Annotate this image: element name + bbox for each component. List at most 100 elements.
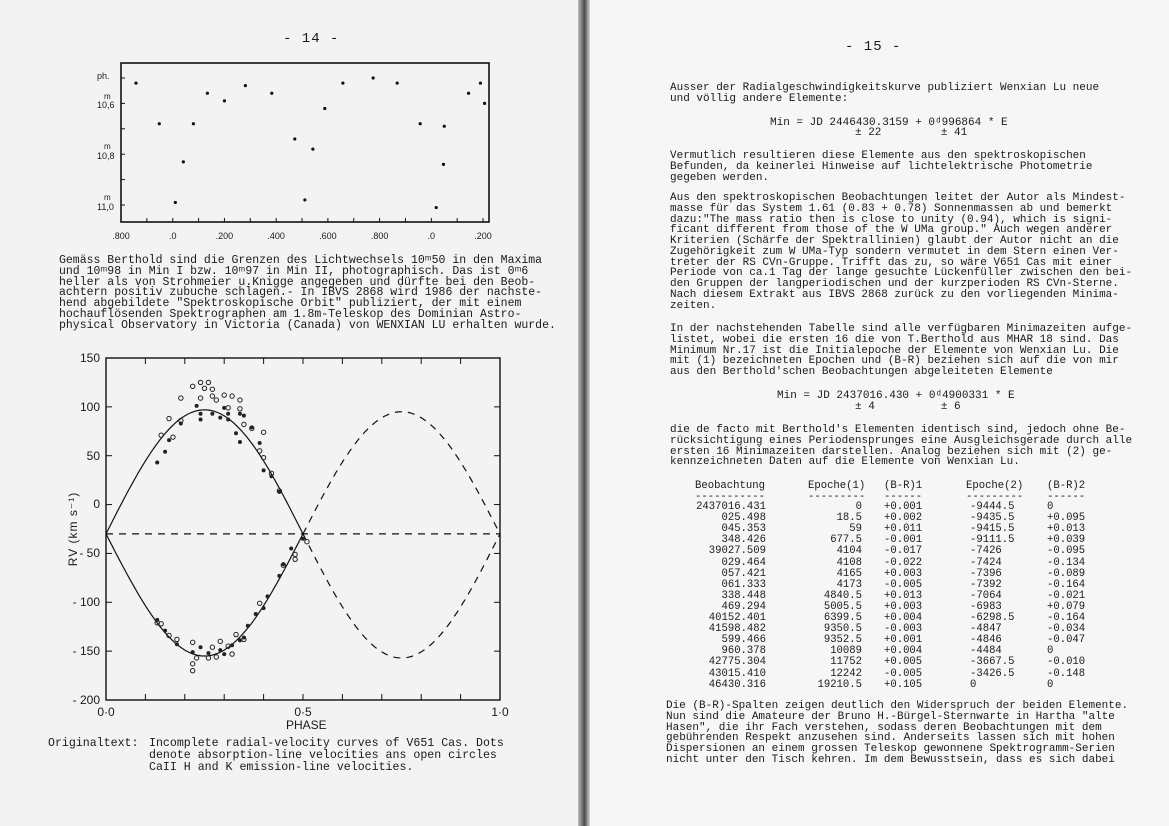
table-cell: 0 (1047, 501, 1054, 513)
x-tick-label: .800 (370, 230, 389, 241)
text-line: Ausser der Radialgeschwindigkeitskurve p… (670, 82, 1100, 94)
emission-open-circle (197, 395, 204, 401)
y-tick-label: 150 (79, 350, 100, 365)
table-cell: 4173 (836, 578, 862, 591)
text-line: Incomplete radial-velocity curves of V65… (149, 737, 504, 750)
table-cell: -0.003 (884, 623, 923, 636)
table-cell: --------- (966, 491, 1024, 503)
absorption-dot (253, 612, 258, 617)
table-cell: 5005.5 (823, 600, 862, 613)
absorption-dot (198, 645, 203, 650)
y-tick-label: 10,6 (97, 100, 115, 110)
light-curve-point (371, 76, 375, 80)
paragraph-4: In der nachstehenden Tabelle sind alle v… (670, 324, 1132, 378)
absorption-dot (289, 546, 294, 551)
absorption-dot (226, 417, 231, 422)
absorption-dot (245, 623, 250, 628)
x-tick-label: 1·0 (491, 704, 509, 719)
absorption-dot (218, 648, 223, 653)
table-cell: -3426.5 (970, 667, 1015, 680)
text-line: physical Observatory in Victoria (Canada… (59, 318, 556, 332)
x-tick-label: .600 (319, 230, 337, 241)
text-line: und 10ᵐ98 in Min I bzw. 10ᵐ97 in Min II,… (59, 264, 529, 278)
absorption-dot (261, 606, 266, 611)
emission-open-circle (166, 632, 172, 639)
table-cell: -0.134 (1047, 556, 1086, 569)
page-number-left: - 14 - (283, 31, 340, 47)
emission-open-circle (241, 636, 247, 643)
text-line: listet, wobei die ersten 16 die von T.Be… (670, 333, 1119, 346)
emission-open-circle (256, 448, 263, 454)
table-cell: 40152.401 (708, 612, 766, 624)
table-cell: 025.498 (721, 512, 766, 525)
table-cell: -0.047 (1047, 634, 1086, 647)
table-cell: -0.089 (1047, 567, 1086, 580)
paragraph-1: Ausser der Radialgeschwindigkeitskurve p… (670, 83, 1099, 105)
emission-open-circle (178, 395, 184, 401)
table-cell: 41598.482 (708, 623, 766, 636)
table-cell: -7426 (970, 545, 1002, 558)
text-line: nicht unter den Tisch kehren. Im dem Bew… (666, 753, 1115, 766)
light-curve-point (293, 137, 297, 141)
emission-open-circle (166, 415, 172, 422)
text-line: Kriterien (Schärfe der Spektrallinien) g… (670, 235, 1119, 247)
emission-open-circle (225, 643, 231, 649)
paragraph-3: Aus den spektroskopischen Beobachtungen … (670, 193, 1132, 311)
y-tick-unit: m (104, 91, 111, 101)
text-line: Gemäss Berthold sind die Grenzen des Lic… (59, 254, 543, 267)
table-cell: +0.013 (1047, 523, 1086, 536)
table-cell: -0.034 (1047, 623, 1086, 636)
table-cell: 599.466 (721, 634, 766, 647)
table-cell: -0.164 (1047, 578, 1086, 591)
table-cell: 045.353 (721, 523, 766, 536)
light-curve-point (442, 124, 446, 128)
table-cell: -6983 (970, 600, 1002, 613)
absorption-dot (167, 438, 172, 443)
emission-open-circle (189, 383, 196, 390)
text-line: hochauflösenden Spektrographen am 1.8m-T… (59, 307, 522, 321)
emission-open-circle (237, 397, 243, 403)
y-tick-unit: m (104, 142, 111, 152)
table-cell: 43015.410 (708, 667, 766, 680)
emission-open-circle (276, 488, 283, 494)
emission-open-circle (260, 454, 267, 461)
text-line: Periode von ca.1 Tag der lange gesuchte … (670, 267, 1133, 280)
table-cell: 348.426 (721, 534, 766, 547)
table-cell: +0.003 (884, 600, 923, 613)
text-line: rücksichtigung eines Periodensprunges ei… (670, 434, 1133, 447)
table-cell: 677.5 (830, 534, 862, 547)
light-curve-point (482, 101, 487, 105)
emission-open-circle (205, 655, 212, 661)
table-cell: +0.004 (884, 612, 923, 624)
table-cell: 029.464 (721, 556, 766, 569)
text-line: Dispersionen an einem grossen Teleskop g… (666, 743, 1115, 755)
text-line: zeiten. (670, 299, 717, 312)
absorption-dot (206, 651, 211, 656)
y-tick-unit: m (104, 193, 111, 203)
table-cell: +0.039 (1047, 534, 1086, 547)
emission-open-circle (229, 651, 235, 657)
table-cell: +0.011 (884, 523, 923, 536)
emission-open-circle (292, 551, 298, 558)
table-cell: ------ (1047, 491, 1086, 503)
text-line: mit (1) bezeichneten Epochen und (B-R) b… (670, 355, 1119, 368)
table-cell: 2437016.431 (696, 501, 766, 513)
emission-open-circle (249, 425, 255, 432)
text-line: treter der RS CVn-Gruppe. Trifft das zu,… (670, 256, 1113, 269)
y-tick-label: 10,8 (97, 150, 115, 161)
lower-fit-curve-dashed (302, 411, 501, 535)
table-cell: -9415.5 (970, 523, 1015, 536)
emission-open-circle (209, 386, 216, 392)
absorption-dot (198, 411, 203, 416)
light-curve-point (341, 81, 345, 85)
light-curve-point (173, 200, 177, 205)
absorption-dot (277, 573, 282, 578)
emission-open-circle (292, 556, 298, 562)
absorption-dot (265, 594, 270, 599)
text-line: denote absorption-line velocities ans op… (149, 749, 497, 762)
x-tick-label: .0 (168, 230, 177, 241)
table-cell: 338.448 (721, 589, 766, 602)
table-cell: -4846 (970, 634, 1002, 647)
table-cell: 4165 (836, 567, 862, 580)
